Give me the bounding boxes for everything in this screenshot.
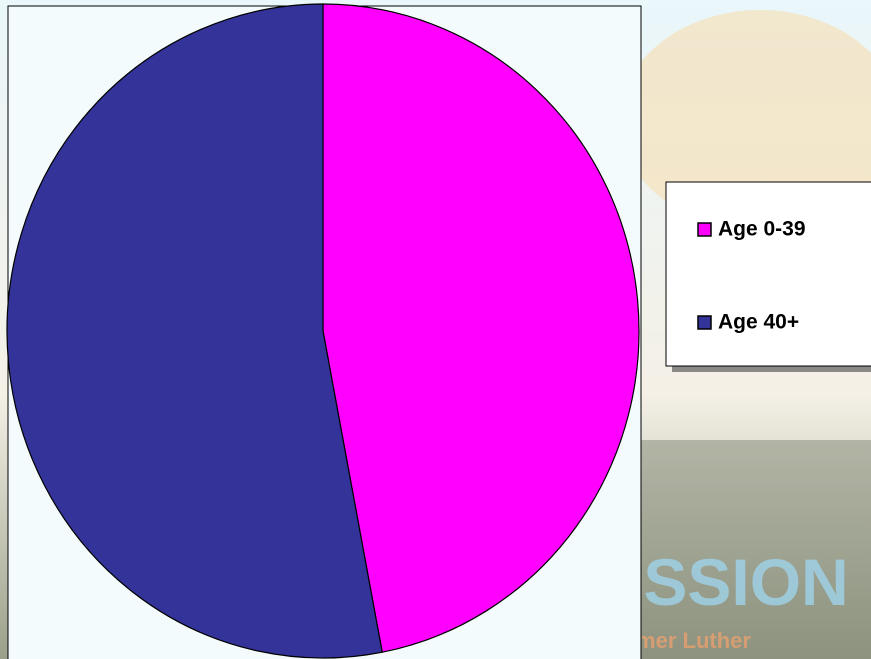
- legend-label: Age 40+: [718, 311, 799, 334]
- background-shape: [641, 440, 871, 659]
- pie: [6, 3, 640, 659]
- legend-items: Age 0-39 Age 40+: [697, 218, 806, 334]
- pie-slice: [6, 3, 383, 659]
- pie-slice: [322, 3, 640, 653]
- legend-swatch: [697, 222, 712, 237]
- legend: [665, 181, 871, 367]
- legend-swatch: [697, 315, 712, 330]
- background-shape: [620, 10, 871, 230]
- legend-label: Age 0-39: [718, 218, 806, 241]
